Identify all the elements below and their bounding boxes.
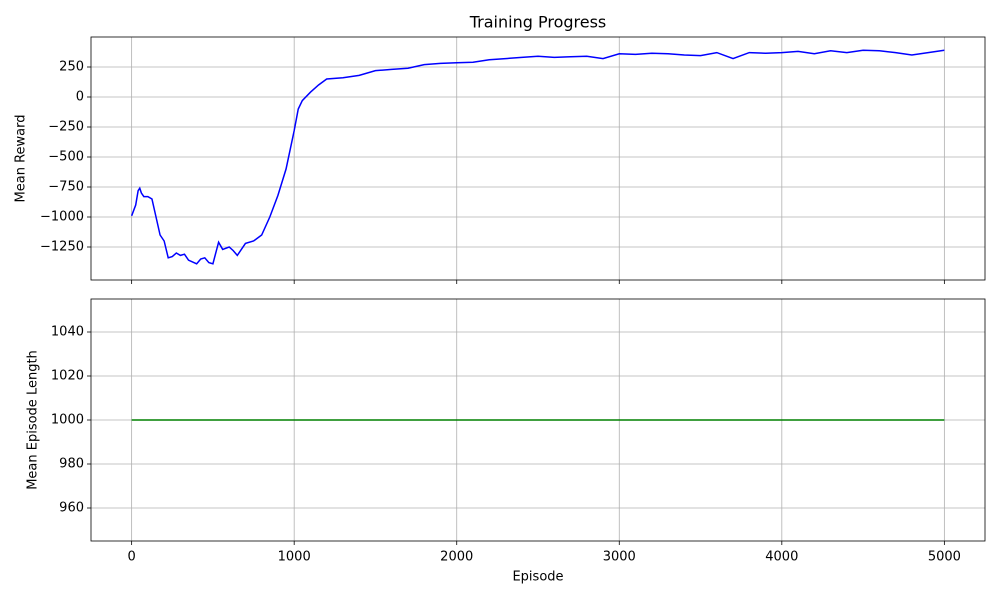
y-tick-label: −1000 bbox=[40, 210, 84, 225]
y-tick-label: −750 bbox=[48, 180, 84, 195]
y-tick-label: 960 bbox=[59, 501, 84, 516]
x-tick-label: 3000 bbox=[603, 550, 636, 565]
y-tick-label: −250 bbox=[48, 120, 84, 135]
x-tick-label: 1000 bbox=[278, 550, 311, 565]
chart-title: Training Progress bbox=[469, 13, 607, 32]
plot-frame bbox=[90, 298, 986, 542]
x-axis-label: Episode bbox=[512, 570, 563, 585]
y-axis-label: Mean Episode Length bbox=[26, 350, 41, 490]
x-tick-label: 0 bbox=[127, 550, 135, 565]
data-line bbox=[130, 49, 945, 265]
x-tick-label: 5000 bbox=[928, 550, 961, 565]
y-tick-label: 980 bbox=[59, 457, 84, 472]
y-tick-label: 1000 bbox=[51, 413, 84, 428]
y-tick-label: −500 bbox=[48, 150, 84, 165]
y-tick-label: 250 bbox=[59, 60, 84, 75]
y-axis-label: Mean Reward bbox=[14, 115, 29, 203]
x-tick-label: 2000 bbox=[440, 550, 473, 565]
plot-frame bbox=[90, 36, 986, 281]
y-tick-label: 1020 bbox=[51, 369, 84, 384]
y-tick-label: 0 bbox=[76, 90, 84, 105]
y-tick-label: 1040 bbox=[51, 325, 84, 340]
y-tick-label: −1250 bbox=[40, 240, 84, 255]
x-tick-label: 4000 bbox=[765, 550, 798, 565]
